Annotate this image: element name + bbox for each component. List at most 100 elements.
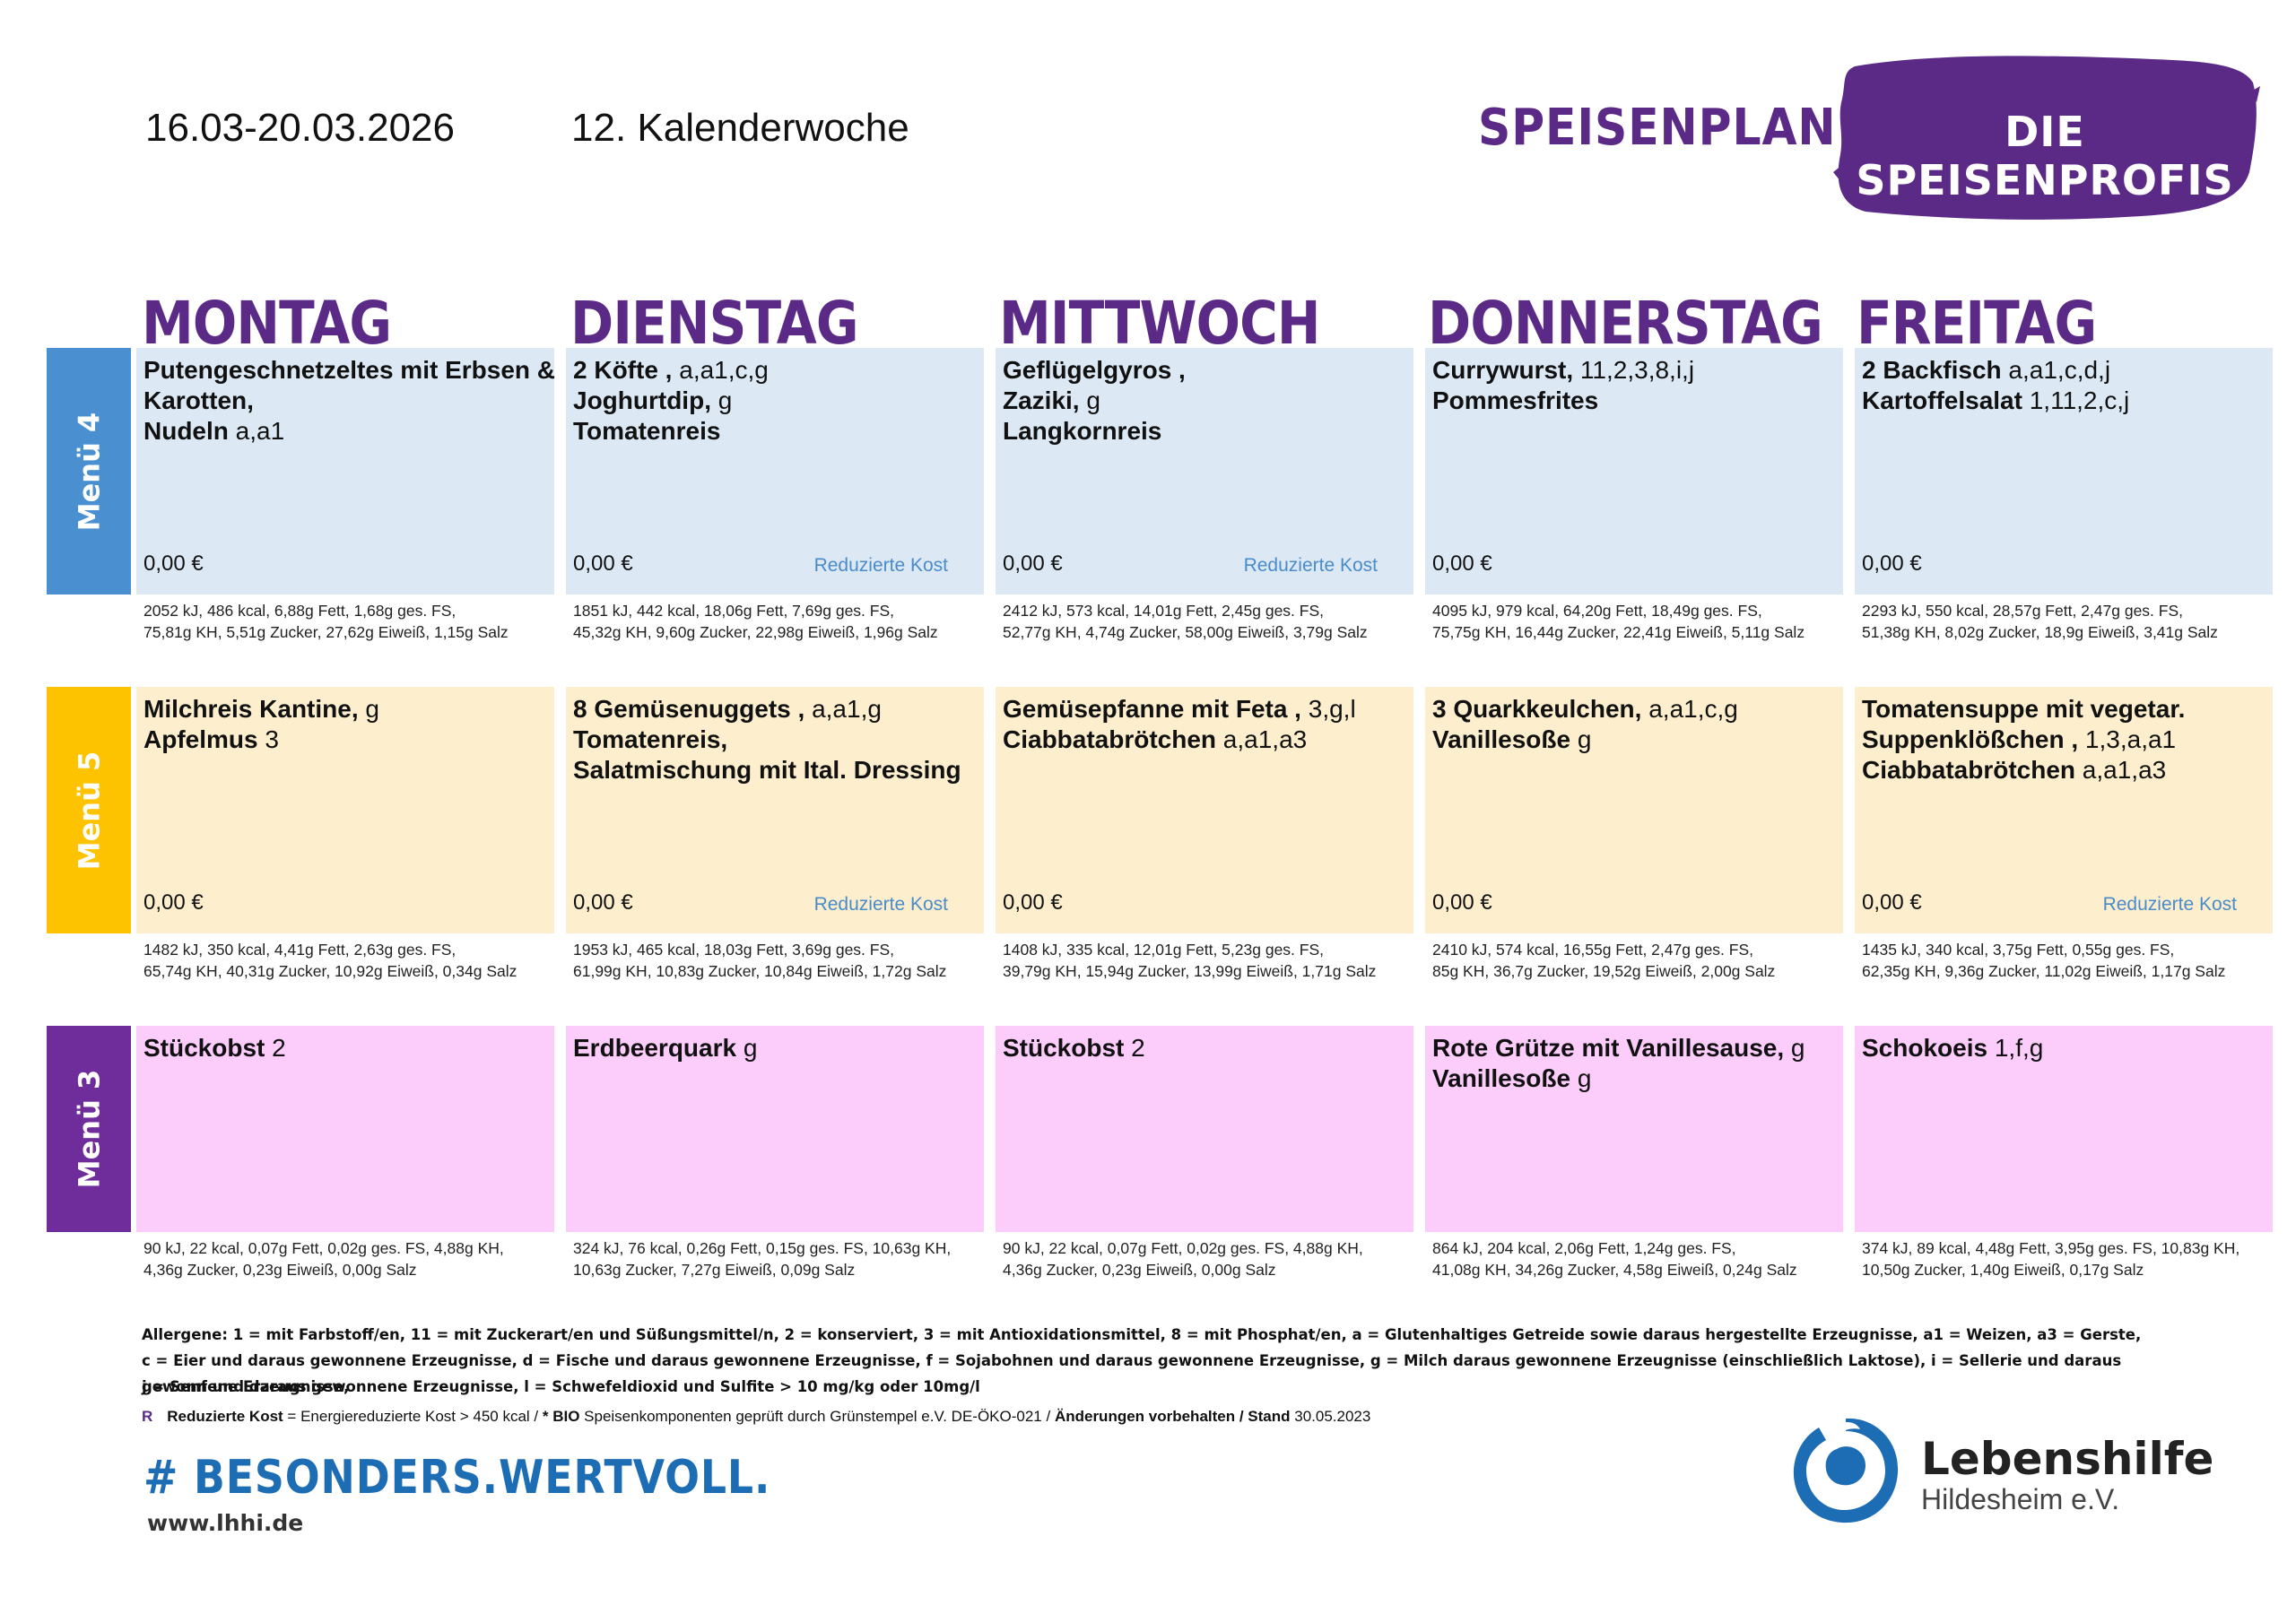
dish-name: Salatmischung mit Ital. Dressing [573,756,961,784]
dish-lines: Currywurst, 11,2,3,8,i,j Pommesfrites [1432,355,1836,416]
nutrition-line: 51,38g KH, 8,02g Zucker, 18,9g Eiweiß, 3… [1862,623,2218,641]
dish-line: Joghurtdip, g [573,386,977,416]
nutrition-line: 1482 kJ, 350 kcal, 4,41g Fett, 2,63g ges… [144,941,457,959]
dish-line: Ciabbatabrötchen a,a1,a3 [1862,755,2266,785]
legend-bio-desc: Speisenkomponenten geprüft durch Grünste… [579,1408,1055,1425]
nutrition-info: 90 kJ, 22 kcal, 0,07g Fett, 0,02g ges. F… [1003,1237,1433,1280]
allergen-codes: a,a1,c,g [1641,695,1738,723]
dish-lines: Stückobst 2 [144,1033,547,1063]
dish-name: Stückobst [1003,1034,1125,1062]
nutrition-info: 1851 kJ, 442 kcal, 18,06g Fett, 7,69g ge… [573,600,1004,643]
dish-line: Apfelmus 3 [144,725,547,755]
allergen-codes: 3,g,l [1300,695,1356,723]
dish-line: 3 Quarkkeulchen, a,a1,c,g [1432,694,1836,725]
nutrition-info: 2410 kJ, 574 kcal, 16,55g Fett, 2,47g ge… [1432,939,1863,982]
menu-label-5: Menü 5 [47,687,131,933]
dish-lines: Erdbeerquark g [573,1033,977,1063]
menu3-cell-montag: Stückobst 2 [136,1026,554,1232]
allergen-codes: g [710,386,733,414]
dish-lines: Milchreis Kantine, g Apfelmus 3 [144,694,547,755]
dish-line: Vanillesoße g [1432,725,1836,755]
dish-lines: 2 Backfisch a,a1,c,d,j Kartoffelsalat 1,1… [1862,355,2266,416]
nutrition-info: 1408 kJ, 335 kcal, 12,01g Fett, 5,23g ge… [1003,939,1433,982]
price: 0,00 € [1432,551,1492,576]
dish-name: Kartoffelsalat [1862,386,2022,414]
dish-line: Kartoffelsalat 1,11,2,c,j [1862,386,2266,416]
reduced-diet-badge: Reduzierte Kost [1243,555,1378,576]
dish-line: 2 Backfisch a,a1,c,d,j [1862,355,2266,386]
dish-lines: 2 Köfte , a,a1,c,g Joghurtdip, g Tomatenre… [573,355,977,447]
reduced-diet-badge: Reduzierte Kost [813,894,948,915]
dish-line: Stückobst 2 [1003,1033,1406,1063]
dish-line: Pommesfrites [1432,386,1836,416]
day-header-tuesday: DIENSTAG [570,289,859,358]
dish-name: Geflügelgyros , [1003,356,1186,384]
dish-name: Vanillesoße [1432,725,1571,753]
nutrition-line: 1435 kJ, 340 kcal, 3,75g Fett, 0,55g ges… [1862,941,2175,959]
nutrition-line: 2410 kJ, 574 kcal, 16,55g Fett, 2,47g ge… [1432,941,1753,959]
menu5-cell-donnerstag: 3 Quarkkeulchen, a,a1,c,g Vanillesoße g 0,… [1425,687,1843,933]
dish-name: Schokoeis [1862,1034,1988,1062]
menu3-cell-donnerstag: Rote Grütze mit Vanillesause, g Vanilleso… [1425,1026,1843,1232]
dish-name: Vanillesoße [1432,1064,1571,1092]
price: 0,00 € [144,890,204,915]
reduced-diet-badge: Reduzierte Kost [2102,894,2237,915]
nutrition-line: 10,50g Zucker, 1,40g Eiweiß, 0,17g Salz [1862,1261,2144,1279]
nutrition-info: 864 kJ, 204 kcal, 2,06g Fett, 1,24g ges.… [1432,1237,1863,1280]
dish-lines: Schokoeis 1,f,g [1862,1033,2266,1063]
price: 0,00 € [1432,890,1492,915]
nutrition-line: 4,36g Zucker, 0,23g Eiweiß, 0,00g Salz [1003,1261,1276,1279]
dish-line: Tomatensuppe mit vegetar. [1862,694,2266,725]
dish-line: 2 Köfte , a,a1,c,g [573,355,977,386]
allergen-codes: 11,2,3,8,i,j [1573,356,1695,384]
dish-name: 8 Gemüsenuggets , [573,695,805,723]
allergen-codes: 1,f,g [1987,1034,2044,1062]
dish-name: Apfelmus [144,725,258,753]
allergen-codes: g [1570,1064,1592,1092]
legend-reduced-desc: = Energiereduzierte Kost > 450 kcal / [283,1408,543,1425]
dish-name: 2 Backfisch [1862,356,2002,384]
price: 0,00 € [1862,551,1922,576]
nutrition-line: 864 kJ, 204 kcal, 2,06g Fett, 1,24g ges.… [1432,1239,1736,1257]
day-header-thursday: DONNERSTAG [1428,289,1823,358]
dish-name: Ciabbatabrötchen [1862,756,2076,784]
dish-name: Milchreis Kantine, [144,695,359,723]
dish-name: Suppenklößchen , [1862,725,2079,753]
dish-name: Gemüsepfanne mit Feta , [1003,695,1301,723]
org-name: Lebenshilfe [1921,1433,2214,1485]
dish-name: Putengeschnetzeltes mit Erbsen & [144,356,556,384]
menu3-cell-freitag: Schokoeis 1,f,g [1855,1026,2273,1232]
menu4-cell-freitag: 2 Backfisch a,a1,c,d,j Kartoffelsalat 1,1… [1855,348,2273,595]
nutrition-line: 62,35g KH, 9,36g Zucker, 11,02g Eiweiß, … [1862,962,2226,980]
allergen-codes: a,a1,c,g [672,356,769,384]
reduced-diet-badge: Reduzierte Kost [813,555,948,576]
menu5-cell-montag: Milchreis Kantine, g Apfelmus 3 0,00 € [136,687,554,933]
allergen-note-line-2: c = Eier und daraus gewonnene Erzeugniss… [142,1352,2122,1395]
nutrition-line: 1851 kJ, 442 kcal, 18,06g Fett, 7,69g ge… [573,602,894,620]
dish-line: Milchreis Kantine, g [144,694,547,725]
menu4-cell-donnerstag: Currywurst, 11,2,3,8,i,j Pommesfrites 0,00… [1425,348,1843,595]
dish-line: Zaziki, g [1003,386,1406,416]
website-link[interactable]: www.lhhi.de [147,1510,304,1536]
dish-name: Tomatenreis, [573,725,728,753]
dish-line: Salatmischung mit Ital. Dressing [573,755,977,785]
dish-name: Currywurst, [1432,356,1574,384]
dish-line: Tomatenreis [573,416,977,447]
nutrition-line: 41,08g KH, 34,26g Zucker, 4,58g Eiweiß, … [1432,1261,1797,1279]
date-range: 16.03-20.03.2026 [145,106,455,150]
dish-name: Erdbeerquark [573,1034,737,1062]
dish-name: Joghurtdip, [573,386,711,414]
allergen-codes: g [1784,1034,1805,1062]
dish-line: Suppenklößchen , 1,3,a,a1 [1862,725,2266,755]
nutrition-line: 4095 kJ, 979 kcal, 64,20g Fett, 18,49g g… [1432,602,1762,620]
dish-name: Rote Grütze mit Vanillesause, [1432,1034,1785,1062]
campaign-hashtag: # BESONDERS.WERTVOLL. [144,1451,771,1505]
price: 0,00 € [1003,890,1063,915]
price: 0,00 € [1003,551,1063,576]
dish-line: Tomatenreis, [573,725,977,755]
dish-name: Zaziki, [1003,386,1080,414]
nutrition-line: 1408 kJ, 335 kcal, 12,01g Fett, 5,23g ge… [1003,941,1324,959]
dish-line: Geflügelgyros , [1003,355,1406,386]
page-title: SPEISENPLAN [1478,99,1837,157]
menu3-cell-mittwoch: Stückobst 2 [996,1026,1413,1232]
